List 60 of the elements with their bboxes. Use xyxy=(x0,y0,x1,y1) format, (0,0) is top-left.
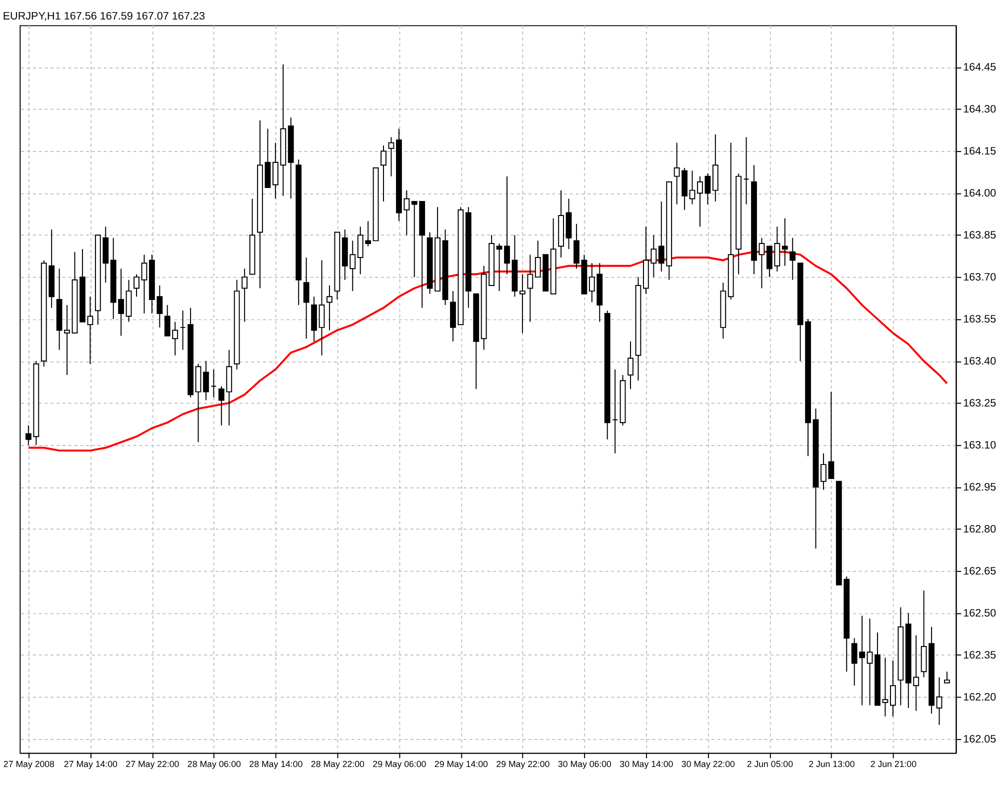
x-tick-label: 27 May 22:00 xyxy=(126,759,180,770)
x-tick-label: 30 May 14:00 xyxy=(620,759,674,770)
candlestick xyxy=(303,256,310,340)
y-tick-label: 162.35 xyxy=(963,649,996,662)
y-tick-label: 162.65 xyxy=(963,565,996,578)
candlestick xyxy=(180,310,186,350)
candlestick xyxy=(242,268,248,322)
candlestick xyxy=(628,340,634,390)
x-tick-label: 28 May 06:00 xyxy=(187,759,242,770)
y-tick-label: 164.15 xyxy=(963,146,996,158)
candlestick xyxy=(758,237,765,289)
x-tick-label: 29 May 06:00 xyxy=(372,759,426,770)
candlestick xyxy=(504,176,510,275)
candlestick xyxy=(210,368,217,398)
candlestick xyxy=(890,660,896,717)
candlestick xyxy=(689,170,696,205)
x-tick-label: 30 May 06:00 xyxy=(558,759,612,770)
candlestick xyxy=(380,145,386,202)
candlestick xyxy=(527,254,534,322)
candlestick xyxy=(866,618,873,706)
candlestick xyxy=(936,676,942,726)
x-tick-label: 28 May 14:00 xyxy=(249,759,303,770)
candlestick xyxy=(141,254,148,314)
candlestick xyxy=(203,360,209,401)
candlestick xyxy=(882,657,888,717)
y-tick-label: 163.85 xyxy=(963,230,996,242)
x-tick-label: 29 May 22:00 xyxy=(496,759,550,770)
x-tick-label: 2 Jun 13:00 xyxy=(808,759,855,770)
x-tick-label: 2 Jun 21:00 xyxy=(870,759,917,770)
candlestick xyxy=(134,274,140,298)
y-tick-label: 162.50 xyxy=(963,607,996,620)
y-tick-label: 163.55 xyxy=(963,313,996,326)
y-tick-label: 162.20 xyxy=(963,691,996,704)
x-tick-label: 27 May 2008 xyxy=(3,759,55,770)
candlestick xyxy=(519,274,526,334)
x-tick-label: 2 Jun 05:00 xyxy=(746,759,794,770)
x-tick-label: 30 May 22:00 xyxy=(681,759,736,770)
candlestick xyxy=(782,218,788,266)
y-tick-label: 164.30 xyxy=(963,104,996,116)
y-tick-label: 163.10 xyxy=(963,439,996,452)
x-tick-label: 29 May 14:00 xyxy=(434,759,488,770)
y-tick-label: 162.95 xyxy=(963,481,996,494)
y-tick-label: 164.45 xyxy=(963,62,996,74)
y-tick-label: 164.00 xyxy=(963,188,996,200)
y-tick-label: 163.40 xyxy=(963,355,996,368)
candlestick xyxy=(612,368,618,454)
candlestick xyxy=(326,284,332,331)
candlestick xyxy=(944,671,950,684)
candlestick xyxy=(790,237,796,280)
candlestick xyxy=(743,136,750,205)
candlestick xyxy=(388,136,394,177)
x-tick-label: 27 May 14:00 xyxy=(64,759,118,770)
candlestick xyxy=(318,260,325,356)
y-tick-label: 163.25 xyxy=(963,397,996,410)
y-tick-label: 163.70 xyxy=(963,272,996,284)
candlestick xyxy=(496,242,502,292)
chart-title: EURJPY,H1 167.56 167.59 167.07 167.23 xyxy=(2,10,205,22)
y-tick-label: 162.05 xyxy=(963,733,996,746)
x-tick-label: 28 May 22:00 xyxy=(310,759,365,770)
y-tick-label: 162.80 xyxy=(963,523,996,536)
